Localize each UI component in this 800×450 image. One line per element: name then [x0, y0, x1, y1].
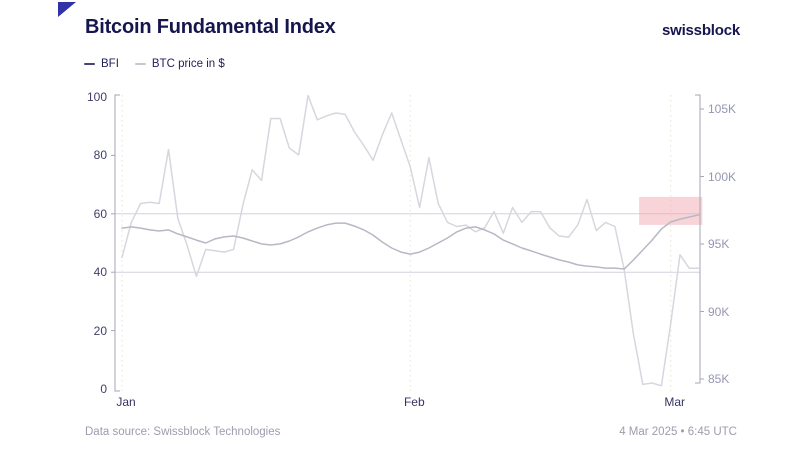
highlight-zone	[639, 196, 703, 225]
series-line-btc	[121, 94, 700, 387]
legend-item-bfi: BFI	[84, 58, 119, 70]
legend-item-btc: BTC price in $	[134, 58, 225, 70]
data-source-note: Data source: Swissblock Technologies	[85, 426, 281, 438]
chart-legend: BFI BTC price in $	[84, 58, 225, 70]
chart-timestamp: 4 Mar 2025 • 6:45 UTC	[619, 426, 737, 438]
page-title: Bitcoin Fundamental Index	[85, 16, 336, 38]
swissblock-corner-triangle-icon	[58, 2, 76, 17]
legend-label-btc: BTC price in $	[151, 58, 225, 70]
legend-label-bfi: BFI	[101, 58, 119, 70]
left-axis-line	[114, 94, 120, 392]
bfi-line-swatch-icon	[84, 63, 95, 65]
swissblock-logo: swissblock	[661, 22, 740, 39]
btc-line-swatch-icon	[134, 63, 146, 65]
right-axis-line	[695, 94, 701, 384]
series-line-bfi	[121, 214, 700, 270]
